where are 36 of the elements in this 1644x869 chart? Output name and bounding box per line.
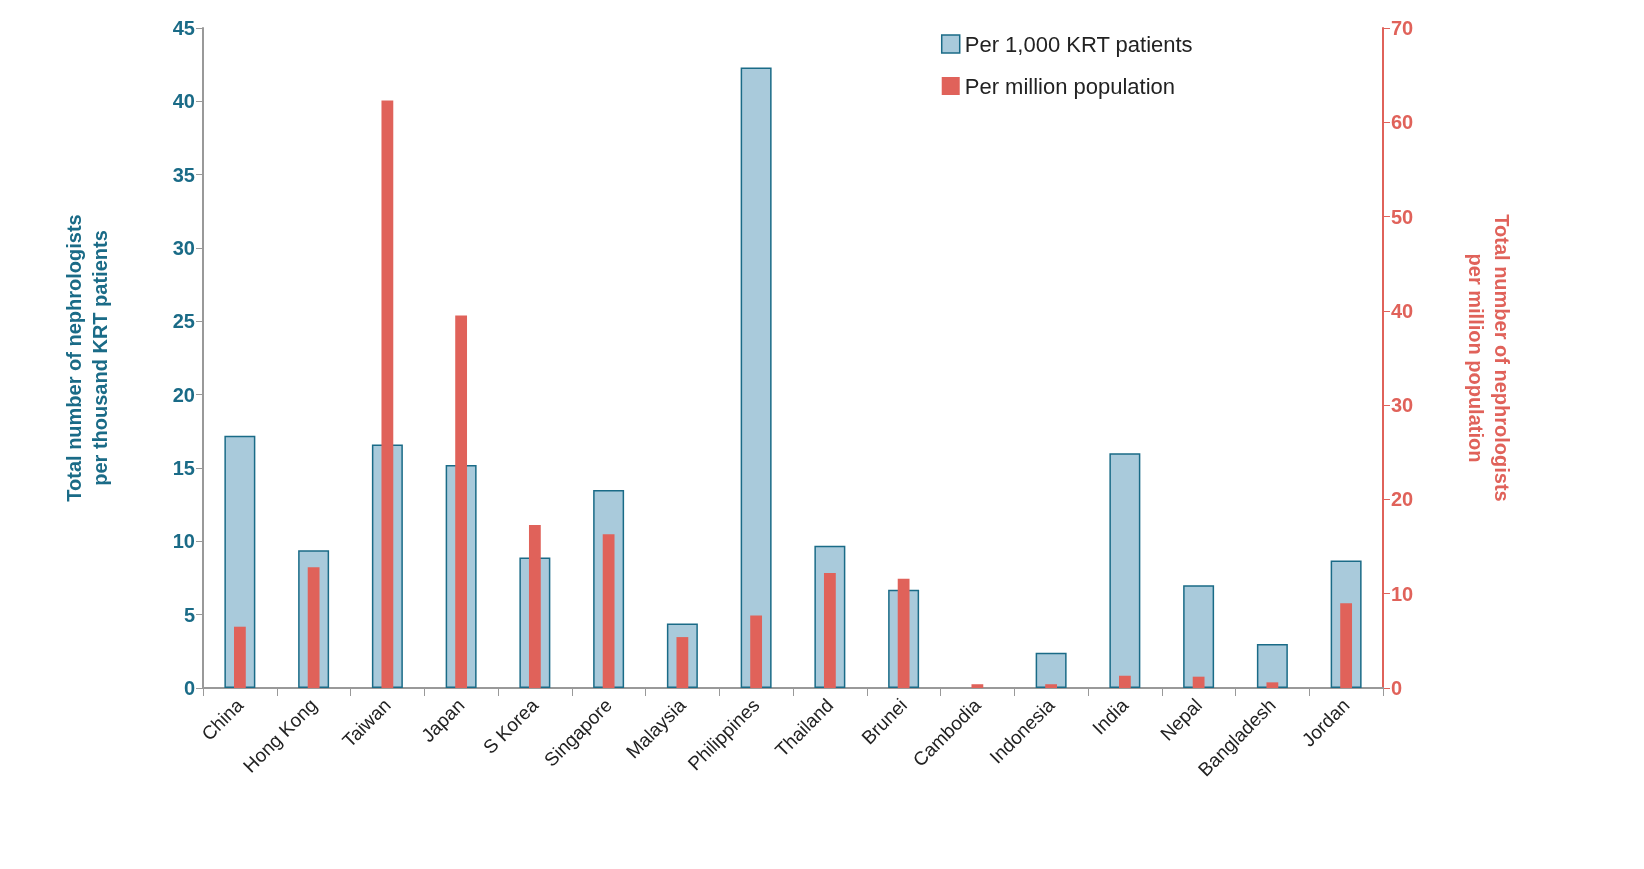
bar xyxy=(1266,682,1279,688)
bar xyxy=(1035,652,1067,688)
legend-label: Per million population xyxy=(964,73,1176,99)
y-tick-label: 45 xyxy=(172,17,195,39)
bar xyxy=(750,615,763,688)
bar xyxy=(1045,684,1058,688)
bar xyxy=(1340,603,1353,688)
y-tick-label: 30 xyxy=(172,237,195,259)
y-tick-label: 5 xyxy=(183,603,195,626)
bar xyxy=(971,684,984,688)
y2-tick-label: 20 xyxy=(1391,488,1414,511)
y2-axis-title: Total number of nephrologists per million population xyxy=(1465,214,1513,502)
bar xyxy=(1109,453,1141,688)
y2-tick-label: 50 xyxy=(1391,205,1414,228)
bar xyxy=(224,435,256,688)
y2-tick-label: 0 xyxy=(1391,677,1403,699)
y-tick-label: 25 xyxy=(172,310,195,333)
bar xyxy=(233,626,246,688)
y2-tick-label: 10 xyxy=(1391,582,1414,605)
legend-label: Per 1,000 KRT patients xyxy=(964,31,1193,57)
y2-tick-label: 70 xyxy=(1391,17,1414,39)
bar xyxy=(740,67,772,688)
y-tick-label: 0 xyxy=(183,677,195,699)
bar xyxy=(1192,676,1205,688)
y-tick-label: 35 xyxy=(172,163,195,186)
y2-tick-label: 60 xyxy=(1391,111,1414,134)
y-axis-title: Total number of nephrologists per thousand KRT patients xyxy=(63,214,111,502)
y-tick-label: 20 xyxy=(172,383,195,406)
bar xyxy=(1256,644,1288,688)
bar xyxy=(1183,585,1215,688)
bar xyxy=(1118,675,1131,688)
y2-tick-label: 30 xyxy=(1391,394,1414,417)
y-tick-label: 10 xyxy=(172,530,195,553)
y2-tick-label: 40 xyxy=(1391,299,1414,322)
y-tick-label: 40 xyxy=(172,90,195,113)
y-tick-label: 15 xyxy=(172,457,195,479)
